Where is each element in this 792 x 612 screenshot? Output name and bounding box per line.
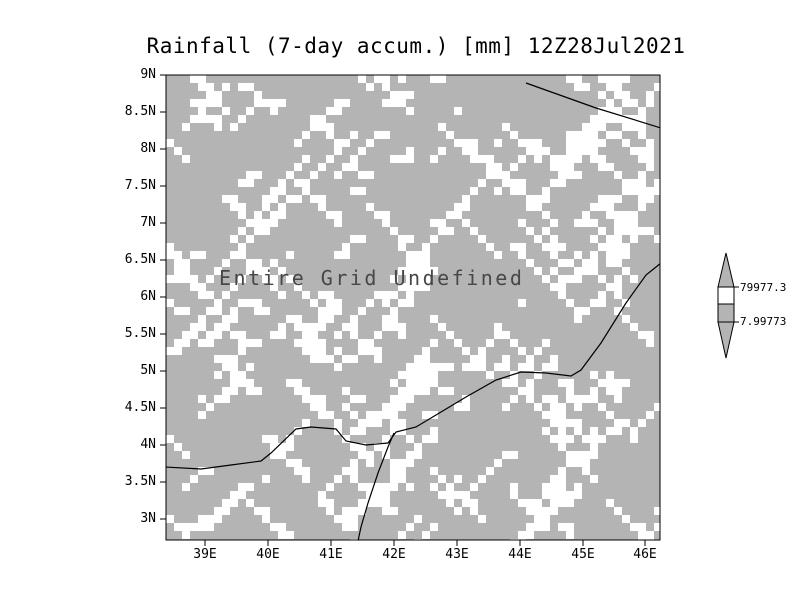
y-axis-tick-label: 5N xyxy=(140,363,156,378)
colorbar-segment-white xyxy=(717,286,735,305)
colorbar-bottom-arrow xyxy=(717,321,735,359)
plot-title: Rainfall (7-day accum.) [mm] 12Z28Jul202… xyxy=(146,34,686,58)
x-axis-tick-label: 45E xyxy=(571,547,595,562)
colorbar xyxy=(717,252,739,359)
y-axis-tick-label: 5.5N xyxy=(124,326,156,341)
x-axis-tick-label: 46E xyxy=(633,547,657,562)
colorbar-label-max: 79977.3 xyxy=(740,281,787,294)
x-axis-tick-label: 41E xyxy=(319,547,343,562)
colorbar-segment-gray xyxy=(717,303,735,323)
y-axis-tick-label: 3N xyxy=(140,511,156,526)
y-axis-tick-label: 7N xyxy=(140,215,156,230)
y-axis-tick-label: 6N xyxy=(140,289,156,304)
y-axis-tick-label: 4.5N xyxy=(124,400,156,415)
x-axis-tick-label: 40E xyxy=(256,547,280,562)
border-path-main xyxy=(166,263,660,470)
axis-ticks xyxy=(160,74,646,546)
y-axis-tick-label: 8N xyxy=(140,141,156,156)
x-axis-tick-label: 39E xyxy=(193,547,217,562)
colorbar-label-min: 7.99773 xyxy=(740,315,787,328)
x-axis-tick-label: 43E xyxy=(445,547,469,562)
y-axis-tick-label: 6.5N xyxy=(124,252,156,267)
y-axis-tick-label: 8.5N xyxy=(124,104,156,119)
y-axis-tick-label: 7.5N xyxy=(124,178,156,193)
plot-frame xyxy=(165,74,661,541)
grid-undefined-message: Entire Grid Undefined xyxy=(219,266,525,290)
border-path-south xyxy=(357,432,395,540)
colorbar-top-arrow xyxy=(717,252,735,288)
y-axis-tick-label: 9N xyxy=(140,67,156,82)
x-axis-tick-label: 42E xyxy=(382,547,406,562)
coastline-layer xyxy=(166,82,660,540)
undefined-data-speckles xyxy=(166,75,660,540)
coastline-path-northeast xyxy=(525,82,660,129)
y-axis-tick-label: 4N xyxy=(140,437,156,452)
x-axis-tick-label: 44E xyxy=(508,547,532,562)
y-axis-tick-label: 3.5N xyxy=(124,474,156,489)
